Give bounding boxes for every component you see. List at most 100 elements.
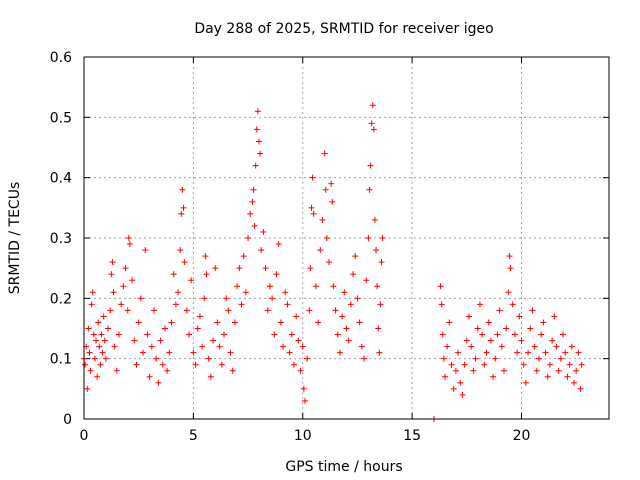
data-point [339,313,346,320]
data-point [507,265,514,272]
data-point [492,355,499,362]
data-point [188,277,195,284]
data-point [323,235,330,241]
data-point [260,228,267,235]
data-point [516,313,523,320]
data-point [125,235,132,241]
data-point [137,295,144,302]
data-point [367,162,374,169]
data-point [236,265,243,272]
data-point [531,343,538,350]
data-point [308,204,315,211]
data-point [269,295,276,302]
data-point [180,204,187,211]
data-point [135,319,142,326]
data-point [234,283,241,290]
data-point [366,186,373,193]
data-point [315,319,322,326]
data-point [288,331,295,338]
data-point [310,210,317,217]
plot-frame [83,56,610,420]
data-point [444,343,451,350]
chart-title: Day 288 of 2025, SRMTID for receiver ige… [194,21,493,37]
data-point [496,307,503,314]
data-point [240,253,247,260]
grid-lines [84,57,609,419]
data-point [231,319,238,326]
data-point [214,319,221,326]
axis-ticks: 0 0.1 0.2 0.3 0.4 0.5 0.6 0 5 10 15 20 [50,50,609,444]
data-point [258,247,265,254]
data-point [129,277,136,284]
data-point [542,349,549,356]
data-point [93,337,100,344]
data-point [352,253,359,260]
data-point [202,253,209,260]
data-point [562,349,569,356]
data-point [122,265,129,272]
data-point [177,247,184,254]
data-point [438,301,445,308]
data-point [457,379,464,386]
data-point [199,343,206,350]
data-point [126,241,133,248]
data-point [247,210,254,217]
data-point [522,379,529,386]
data-point [511,331,518,338]
data-point [301,397,308,404]
data-point [575,349,582,356]
y-tick-label: 0.4 [50,171,72,187]
data-point [455,349,462,356]
data-point [218,361,225,368]
data-point [205,355,212,362]
data-point [225,307,232,314]
data-point [124,307,131,314]
data-point [157,337,164,344]
data-point [85,325,92,332]
data-point [170,271,177,278]
data-point [196,313,203,320]
data-point [501,367,507,374]
data-point [108,271,115,278]
data-point [546,361,553,368]
data-point [439,331,446,338]
data-point [293,313,300,320]
data-point [105,325,112,332]
data-point [96,343,103,350]
data-point [571,379,577,386]
data-point [483,349,490,356]
data-point [365,235,372,241]
data-point [273,271,280,278]
data-point [520,361,527,368]
data-point [110,289,117,296]
data-point [86,349,93,356]
x-tick-label: 15 [403,428,421,444]
data-point [345,337,352,344]
data-point [343,325,350,332]
data-point [95,319,102,326]
data-point [309,174,316,181]
data-point [321,150,328,157]
data-point [113,367,120,374]
data-point [251,222,258,229]
data-point [166,349,173,356]
data-point [506,253,513,260]
data-point [107,307,114,314]
data-point [446,319,453,326]
data-point [312,283,319,290]
data-point [266,283,273,290]
data-point [361,355,367,362]
data-point [120,283,127,290]
data-point [479,331,486,338]
data-point [472,355,479,362]
y-tick-label: 0.5 [50,110,72,126]
data-point [100,313,107,320]
data-point [566,361,573,368]
data-point [490,373,497,380]
data-point [538,331,545,338]
data-point [227,349,234,356]
data-point [356,319,363,326]
data-point [183,307,190,314]
data-point [481,361,488,368]
